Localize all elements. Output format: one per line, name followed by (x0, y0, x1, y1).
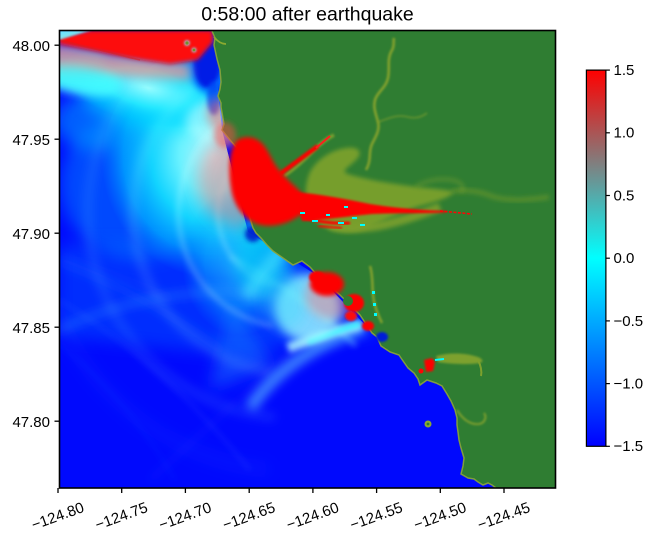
svg-text:0.5: 0.5 (614, 187, 635, 204)
svg-text:−124.80: −124.80 (29, 499, 86, 534)
svg-text:−1.0: −1.0 (614, 376, 644, 393)
svg-text:47.90: 47.90 (12, 226, 50, 243)
svg-text:−0.5: −0.5 (614, 313, 644, 330)
svg-text:−124.55: −124.55 (348, 499, 405, 534)
svg-text:0.0: 0.0 (614, 250, 635, 267)
svg-text:0:58:00 after earthquake: 0:58:00 after earthquake (201, 4, 414, 26)
svg-text:−124.50: −124.50 (412, 499, 469, 534)
svg-text:47.85: 47.85 (12, 320, 50, 337)
svg-text:−124.75: −124.75 (93, 499, 150, 534)
svg-text:−124.65: −124.65 (220, 499, 277, 534)
svg-text:1.0: 1.0 (614, 125, 635, 142)
svg-text:47.95: 47.95 (12, 132, 50, 149)
svg-text:−1.5: −1.5 (614, 438, 644, 455)
svg-text:1.5: 1.5 (614, 62, 635, 79)
svg-text:−124.45: −124.45 (475, 499, 532, 534)
svg-text:48.00: 48.00 (12, 38, 50, 55)
svg-text:−124.70: −124.70 (157, 499, 214, 534)
svg-text:47.80: 47.80 (12, 414, 50, 431)
svg-text:−124.60: −124.60 (284, 499, 341, 534)
